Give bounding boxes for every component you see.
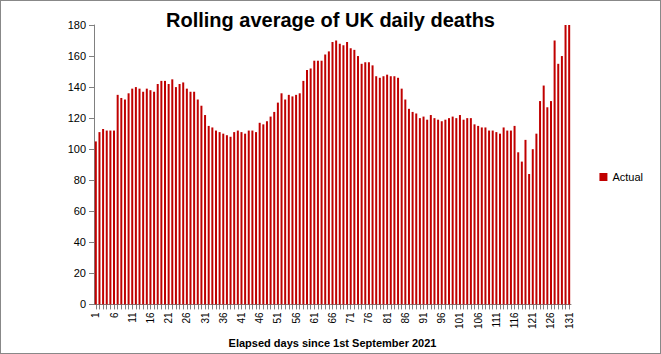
svg-text:20: 20 <box>74 267 86 279</box>
svg-text:6: 6 <box>109 312 120 318</box>
svg-text:31: 31 <box>200 312 211 324</box>
svg-text:120: 120 <box>68 112 86 124</box>
svg-text:160: 160 <box>68 50 86 62</box>
svg-text:71: 71 <box>345 312 356 324</box>
svg-text:140: 140 <box>68 81 86 93</box>
svg-text:96: 96 <box>436 312 447 324</box>
svg-text:180: 180 <box>68 19 86 31</box>
svg-text:60: 60 <box>74 205 86 217</box>
svg-text:111: 111 <box>491 312 502 328</box>
svg-text:1: 1 <box>90 312 101 318</box>
svg-text:76: 76 <box>363 312 374 324</box>
svg-text:100: 100 <box>68 143 86 155</box>
svg-text:46: 46 <box>254 312 265 324</box>
svg-text:126: 126 <box>545 312 556 329</box>
svg-text:131: 131 <box>564 312 575 329</box>
svg-text:16: 16 <box>145 312 156 324</box>
svg-text:80: 80 <box>74 174 86 186</box>
svg-text:41: 41 <box>236 312 247 324</box>
svg-text:121: 121 <box>527 312 538 329</box>
svg-text:21: 21 <box>163 312 174 324</box>
svg-text:26: 26 <box>181 312 192 324</box>
svg-text:61: 61 <box>309 312 320 324</box>
svg-text:66: 66 <box>327 312 338 324</box>
svg-text:36: 36 <box>218 312 229 324</box>
svg-text:Elapsed days since 1st Septemb: Elapsed days since 1st September 2021 <box>229 337 437 349</box>
svg-text:101: 101 <box>454 312 465 329</box>
svg-text:51: 51 <box>272 312 283 324</box>
svg-text:91: 91 <box>418 312 429 324</box>
svg-text:116: 116 <box>509 312 520 328</box>
svg-text:Actual: Actual <box>612 171 643 183</box>
svg-text:Rolling average of UK daily de: Rolling average of UK daily deaths <box>166 9 495 31</box>
svg-text:81: 81 <box>382 312 393 324</box>
svg-text:56: 56 <box>291 312 302 324</box>
svg-text:40: 40 <box>74 236 86 248</box>
svg-text:11: 11 <box>127 312 138 323</box>
svg-text:86: 86 <box>400 312 411 324</box>
svg-text:0: 0 <box>80 298 86 310</box>
svg-text:106: 106 <box>473 312 484 329</box>
